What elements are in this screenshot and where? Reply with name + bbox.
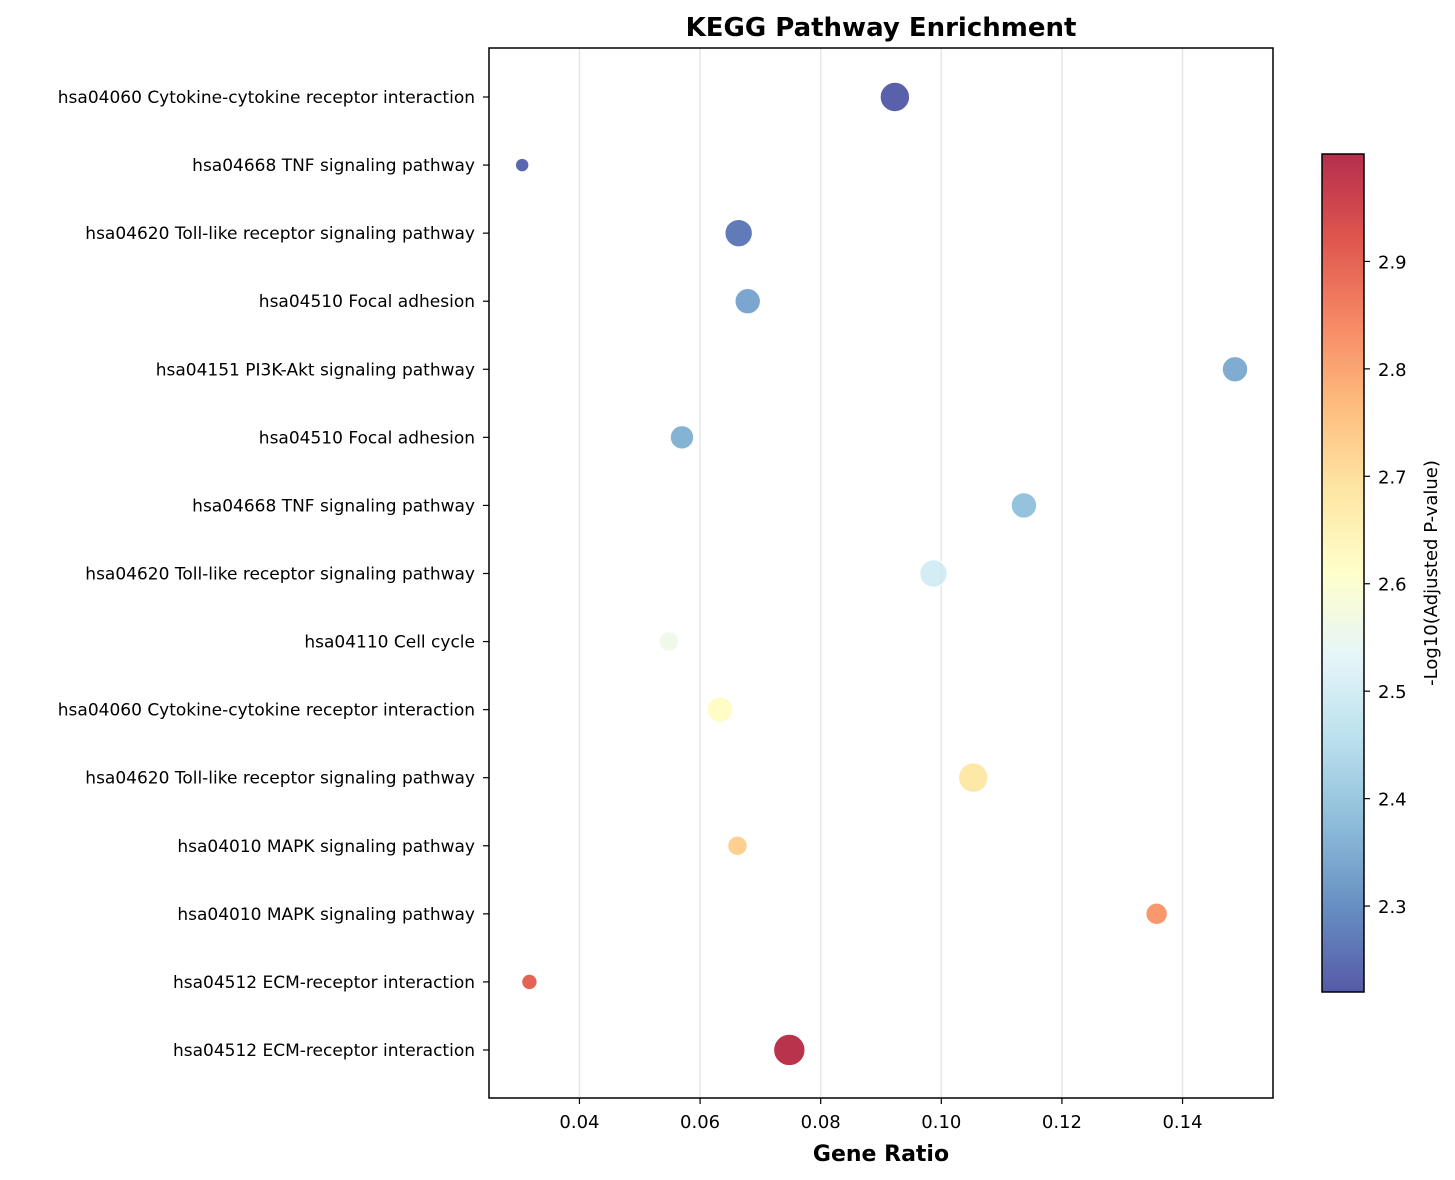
y-tick-label: hsa04510 Focal adhesion — [259, 292, 475, 312]
x-gridlines — [578, 48, 1184, 1098]
y-tick-label: hsa04668 TNF signaling pathway — [192, 156, 475, 176]
data-point — [669, 424, 695, 451]
colorbar-tick-label: 2.6 — [1378, 575, 1407, 596]
x-tick-label: 0.12 — [1042, 1112, 1082, 1133]
y-tick-label: hsa04512 ECM-receptor interaction — [173, 1041, 475, 1061]
x-tick-label: 0.10 — [921, 1112, 961, 1133]
y-tick-label: hsa04620 Toll-like receptor signaling pa… — [85, 224, 475, 244]
y-tick-label: hsa04620 Toll-like receptor signaling pa… — [85, 564, 475, 584]
data-point — [657, 630, 680, 653]
data-point — [1221, 355, 1249, 384]
colorbar-label: -Log10(Adjusted P-value) — [1421, 460, 1442, 686]
colorbar-tick-label: 2.8 — [1378, 360, 1407, 381]
data-point — [733, 287, 762, 316]
y-tick-label: hsa04110 Cell cycle — [304, 633, 475, 653]
x-axis-label: Gene Ratio — [813, 1142, 949, 1167]
data-point — [723, 218, 754, 248]
x-tick-label: 0.06 — [680, 1112, 720, 1133]
y-tick-label: hsa04010 MAPK signaling pathway — [177, 905, 475, 925]
data-point — [918, 558, 949, 589]
colorbar: 2.3 2.4 2.5 2.6 2.7 2.8 2.9 -Log10(Adjusted P-… — [1321, 153, 1442, 993]
y-tick-label: hsa04512 ECM-receptor interaction — [173, 973, 475, 993]
data-point — [1144, 902, 1169, 926]
x-tick-label: 0.08 — [801, 1112, 841, 1133]
data-point — [706, 695, 734, 724]
y-tick-label: hsa04151 PI3K-Akt signaling pathway — [156, 360, 475, 380]
data-points — [514, 81, 1249, 1067]
colorbar-tick-label: 2.5 — [1378, 682, 1407, 703]
colorbar-tick-label: 2.7 — [1378, 467, 1407, 488]
colorbar-tick-label: 2.9 — [1378, 252, 1407, 273]
colorbar-tick-label: 2.4 — [1378, 790, 1407, 811]
colorbar-tick-label: 2.3 — [1378, 897, 1407, 918]
y-tick-label: hsa04060 Cytokine-cytokine receptor inte… — [58, 701, 475, 721]
colorbar-gradient — [1321, 153, 1365, 993]
y-tick-label: hsa04010 MAPK signaling pathway — [177, 837, 475, 857]
y-tick-label: hsa04060 Cytokine-cytokine receptor inte… — [58, 88, 475, 108]
data-point — [520, 973, 539, 991]
chart-title: KEGG Pathway Enrichment — [686, 13, 1077, 43]
data-point — [957, 761, 990, 794]
data-point — [879, 81, 911, 113]
data-point — [1010, 491, 1038, 520]
y-axis: hsa04060 Cytokine-cytokine receptor inte… — [58, 88, 489, 1061]
x-tick-label: 0.04 — [559, 1112, 599, 1133]
y-tick-label: hsa04668 TNF signaling pathway — [192, 496, 475, 516]
x-tick-label: 0.14 — [1162, 1112, 1202, 1133]
data-point — [514, 157, 530, 173]
colorbar-ticks: 2.3 2.4 2.5 2.6 2.7 2.8 2.9 — [1364, 252, 1407, 918]
data-point — [772, 1033, 807, 1067]
x-axis: 0.04 0.06 0.08 0.10 0.12 0.14 — [559, 1098, 1203, 1133]
data-point — [726, 834, 749, 857]
y-tick-label: hsa04620 Toll-like receptor signaling pa… — [85, 769, 475, 789]
plot-area — [488, 47, 1274, 1099]
y-tick-label: hsa04510 Focal adhesion — [259, 428, 475, 448]
